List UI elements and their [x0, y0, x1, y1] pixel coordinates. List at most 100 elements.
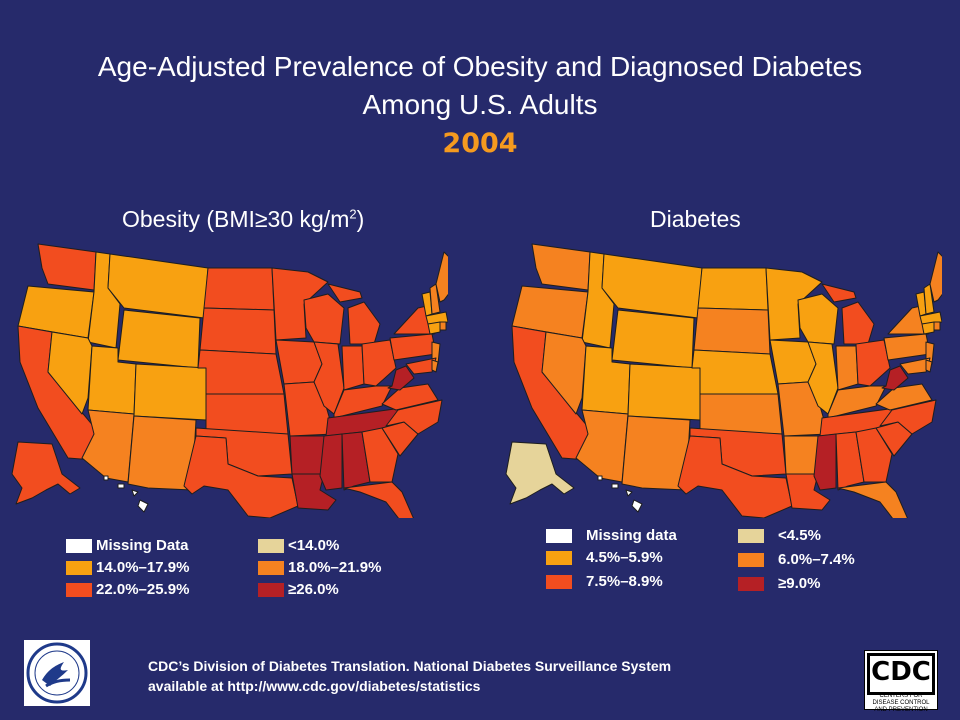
- diabetes-map-title: Diabetes: [650, 206, 741, 232]
- state-sd: [693, 307, 771, 355]
- state-wa: [531, 243, 591, 291]
- state-oh: [855, 339, 891, 387]
- source-citation: CDC’s Division of Diabetes Translation. …: [148, 656, 671, 696]
- state-ct: [921, 321, 935, 335]
- hhs-eagle-icon: [26, 642, 88, 704]
- state-ct: [427, 321, 441, 335]
- state-wv: [881, 365, 909, 391]
- state-ak: [505, 441, 575, 505]
- state-ak: [11, 441, 81, 505]
- state-mt: [601, 253, 703, 319]
- obesity-title-close: ): [356, 206, 365, 232]
- diabetes-us-map: [505, 243, 942, 518]
- legend-label: 18.0%–21.9%: [288, 559, 382, 576]
- slide-title: Age-Adjusted Prevalence of Obesity and D…: [0, 48, 960, 124]
- state-nd: [697, 267, 769, 311]
- state-ia: [769, 339, 817, 385]
- legend-label: Missing data: [586, 527, 677, 544]
- state-nh: [429, 283, 441, 315]
- legend-swatch: [258, 561, 284, 575]
- state-oh: [361, 339, 397, 387]
- legend-swatch: [738, 577, 764, 591]
- state-ne: [691, 349, 779, 395]
- state-ga: [855, 427, 893, 483]
- obesity-us-map: [11, 243, 448, 518]
- obesity-title-superscript: 2: [349, 206, 357, 222]
- legend-label: ≥26.0%: [288, 581, 339, 598]
- legend-swatch: [738, 553, 764, 567]
- state-ma: [919, 311, 942, 325]
- state-ga: [361, 427, 399, 483]
- state-nh: [923, 283, 935, 315]
- state-hi: [597, 475, 643, 513]
- legend-label: <4.5%: [778, 527, 821, 544]
- state-va: [875, 383, 933, 411]
- obesity-title-main: Obesity (BMI≥30 kg/m: [122, 206, 350, 232]
- legend-label: 4.5%–5.9%: [586, 549, 663, 566]
- state-az: [81, 409, 135, 483]
- legend-swatch: [546, 551, 572, 565]
- diabetes-legend: Missing data 4.5%–5.9% 7.5%–8.9% <4.5% 6…: [546, 527, 906, 597]
- state-ms: [813, 433, 837, 491]
- legend-swatch: [546, 575, 572, 589]
- legend-label: 7.5%–8.9%: [586, 573, 663, 590]
- legend-label: 14.0%–17.9%: [96, 559, 190, 576]
- year-label: 2004: [442, 128, 518, 159]
- state-de: [431, 359, 439, 373]
- state-co: [133, 363, 209, 421]
- legend-swatch: [258, 583, 284, 597]
- state-ri: [439, 321, 447, 331]
- state-tx: [183, 435, 299, 518]
- obesity-legend: Missing Data 14.0%–17.9% 22.0%–25.9% <14…: [66, 537, 426, 607]
- state-wi: [303, 293, 345, 345]
- state-ri: [933, 321, 941, 331]
- state-az: [575, 409, 629, 483]
- state-wy: [611, 309, 695, 369]
- legend-label: 22.0%–25.9%: [96, 581, 190, 598]
- obesity-map-title: Obesity (BMI≥30 kg/m2): [122, 206, 364, 233]
- state-ma: [425, 311, 448, 325]
- state-il: [313, 341, 345, 415]
- state-tx: [677, 435, 793, 518]
- state-wv: [387, 365, 415, 391]
- legend-swatch: [546, 529, 572, 543]
- cdc-logo-text: CDC: [867, 653, 935, 695]
- state-mt: [107, 253, 209, 319]
- title-line-1: Age-Adjusted Prevalence of Obesity and D…: [97, 51, 863, 82]
- legend-swatch: [738, 529, 764, 543]
- state-il: [807, 341, 839, 415]
- state-in: [341, 345, 365, 391]
- state-ks: [205, 393, 289, 435]
- state-pa: [883, 333, 931, 361]
- state-pa: [389, 333, 437, 361]
- state-nc: [385, 399, 443, 435]
- state-in: [835, 345, 859, 391]
- state-nd: [203, 267, 275, 311]
- state-ms: [319, 433, 343, 491]
- legend-swatch: [66, 583, 92, 597]
- hhs-logo: [24, 640, 90, 706]
- cdc-logo: CDC CENTERS FOR DISEASE CONTROL AND PREV…: [864, 650, 938, 713]
- state-wi: [797, 293, 839, 345]
- source-line-2: available at http://www.cdc.gov/diabetes…: [148, 678, 481, 694]
- cdc-logo-subtext: CENTERS FOR DISEASE CONTROL AND PREVENTI…: [872, 693, 930, 713]
- state-mi: [821, 283, 875, 345]
- state-al: [341, 431, 371, 491]
- legend-label: ≥9.0%: [778, 575, 821, 592]
- state-wy: [117, 309, 201, 369]
- state-co: [627, 363, 703, 421]
- state-me: [435, 251, 448, 303]
- state-ks: [699, 393, 783, 435]
- state-ia: [275, 339, 323, 385]
- state-mi: [327, 283, 381, 345]
- state-nm: [621, 415, 691, 491]
- state-ne: [197, 349, 285, 395]
- legend-label: <14.0%: [288, 537, 340, 554]
- state-nm: [127, 415, 197, 491]
- state-hi: [103, 475, 149, 513]
- state-fl: [837, 481, 908, 518]
- title-line-2: Among U.S. Adults: [362, 89, 598, 120]
- state-md: [899, 357, 931, 375]
- state-nc: [879, 399, 937, 435]
- legend-label: 6.0%–7.4%: [778, 551, 855, 568]
